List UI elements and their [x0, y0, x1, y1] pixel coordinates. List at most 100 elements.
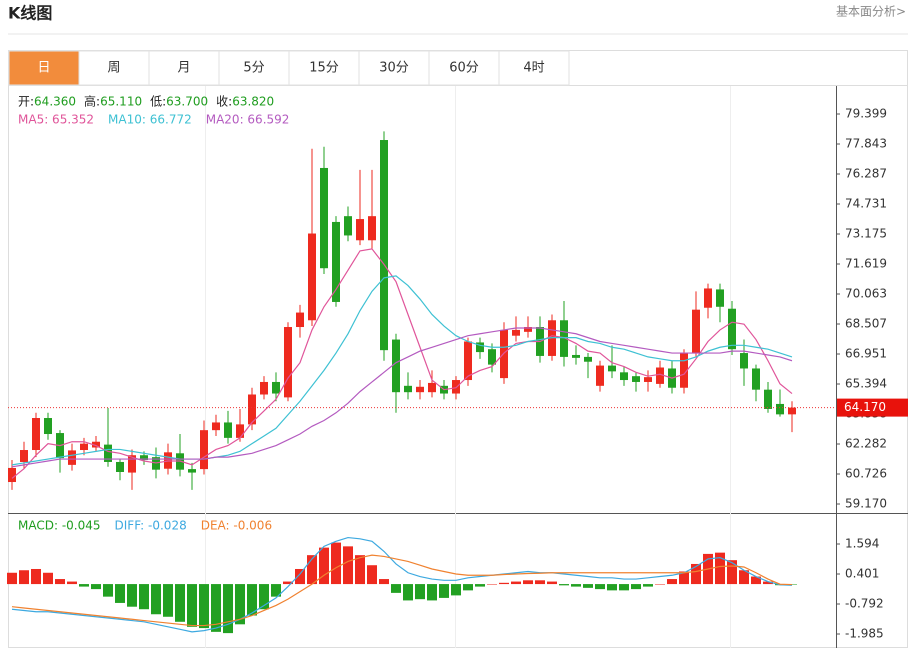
macd-bar — [763, 581, 773, 585]
y-tick-label: 70.063 — [845, 286, 887, 300]
tab-label[interactable]: 5分 — [243, 61, 264, 76]
candle-body — [416, 386, 424, 393]
macd-bar — [115, 584, 125, 603]
y-tick-label: 79.399 — [845, 107, 887, 121]
legend-text: 开: — [18, 95, 34, 109]
candle-body — [356, 219, 364, 241]
macd-bar — [235, 584, 245, 625]
macd-bar — [43, 572, 53, 585]
macd-bar — [103, 584, 113, 597]
y-tick-label: -0.792 — [845, 596, 884, 610]
legend-text: MACD: -0.045 — [18, 519, 101, 533]
y-tick-label: 1.594 — [845, 536, 879, 550]
candle-body — [344, 216, 352, 236]
macd-bar — [547, 581, 557, 585]
candle-body — [128, 455, 136, 473]
candle-body — [452, 380, 460, 394]
candle-body — [572, 354, 580, 358]
y-tick-label: 68.507 — [845, 316, 887, 330]
macd-bar — [391, 584, 401, 593]
candle-body — [20, 450, 28, 462]
page-title: K线图 — [8, 4, 52, 23]
macd-bar — [139, 584, 149, 610]
macd-bar — [535, 580, 545, 585]
y-tick-label: 77.843 — [845, 137, 887, 151]
candle-body — [320, 167, 328, 269]
candle-body — [308, 233, 316, 321]
candle-body — [284, 327, 292, 398]
tab-label[interactable]: 周 — [107, 61, 120, 76]
y-tick-label: 66.951 — [845, 346, 887, 360]
legend-text: 64.360 — [34, 95, 76, 109]
tab[interactable] — [288, 50, 360, 86]
macd-bar — [463, 584, 473, 591]
candle-body — [188, 469, 196, 473]
macd-bar — [31, 568, 41, 585]
macd-bar — [187, 584, 197, 627]
tab-label[interactable]: 4时 — [523, 61, 544, 76]
macd-bar — [199, 584, 209, 629]
y-tick-label: 65.394 — [845, 377, 887, 391]
candle-body — [368, 216, 376, 241]
macd-line — [11, 554, 793, 627]
candle-body — [620, 372, 628, 381]
tab[interactable] — [148, 50, 220, 86]
legend-text: DIFF: -0.028 — [115, 519, 187, 533]
candle-body — [644, 377, 652, 382]
legend-text: 收: — [216, 95, 232, 109]
macd-bar — [295, 568, 305, 585]
price-tag — [837, 398, 908, 417]
macd-bar — [643, 584, 653, 587]
tab-label[interactable]: 60分 — [449, 61, 479, 76]
candle-body — [8, 467, 16, 483]
macd-bar — [427, 584, 437, 601]
candle-body — [140, 455, 148, 461]
candle-body — [716, 289, 724, 307]
candle-body — [224, 422, 232, 438]
tab[interactable] — [218, 50, 290, 86]
tab[interactable] — [358, 50, 430, 86]
macd-bar — [367, 565, 377, 585]
candle-body — [236, 424, 244, 438]
tab[interactable] — [8, 50, 80, 86]
tab-label[interactable]: 30分 — [379, 61, 409, 76]
macd-bar — [175, 584, 185, 622]
candle-body — [116, 461, 124, 472]
link[interactable]: 基本面分析> — [836, 5, 906, 19]
macd-bar — [223, 584, 233, 634]
macd-bar — [79, 584, 89, 587]
macd-bar — [259, 584, 269, 610]
macd-bar — [67, 581, 77, 585]
macd-bar — [727, 560, 737, 585]
tab-label[interactable]: 日 — [37, 61, 50, 76]
macd-bar — [211, 584, 221, 632]
macd-bar — [19, 570, 29, 585]
macd-bar — [619, 584, 629, 591]
macd-bar — [331, 542, 341, 585]
candle-body — [776, 403, 784, 415]
macd-bar — [487, 584, 497, 585]
candle-body — [464, 341, 472, 381]
candle-body — [32, 418, 40, 451]
macd-bar — [607, 584, 617, 591]
macd-bar — [583, 584, 593, 588]
tab-label[interactable]: 15分 — [309, 61, 339, 76]
macd-bar — [127, 584, 137, 607]
frame — [8, 50, 908, 648]
legend-text: MA5: 65.352 — [18, 113, 94, 127]
tab-label[interactable]: 月 — [177, 61, 190, 76]
candle-body — [392, 339, 400, 393]
price-tag-label: 64.170 — [844, 400, 886, 414]
tab[interactable] — [78, 50, 150, 86]
candle-body — [584, 356, 592, 362]
candle-body — [752, 368, 760, 390]
macd-bar — [307, 555, 317, 585]
y-tick-label: -1.985 — [845, 626, 884, 640]
candle-body — [260, 381, 268, 395]
macd-bar — [151, 584, 161, 615]
candle-body — [296, 312, 304, 328]
macd-bar — [343, 546, 353, 585]
y-tick-label: 0.401 — [845, 566, 879, 580]
tab[interactable] — [498, 50, 570, 86]
candle-body — [728, 308, 736, 350]
